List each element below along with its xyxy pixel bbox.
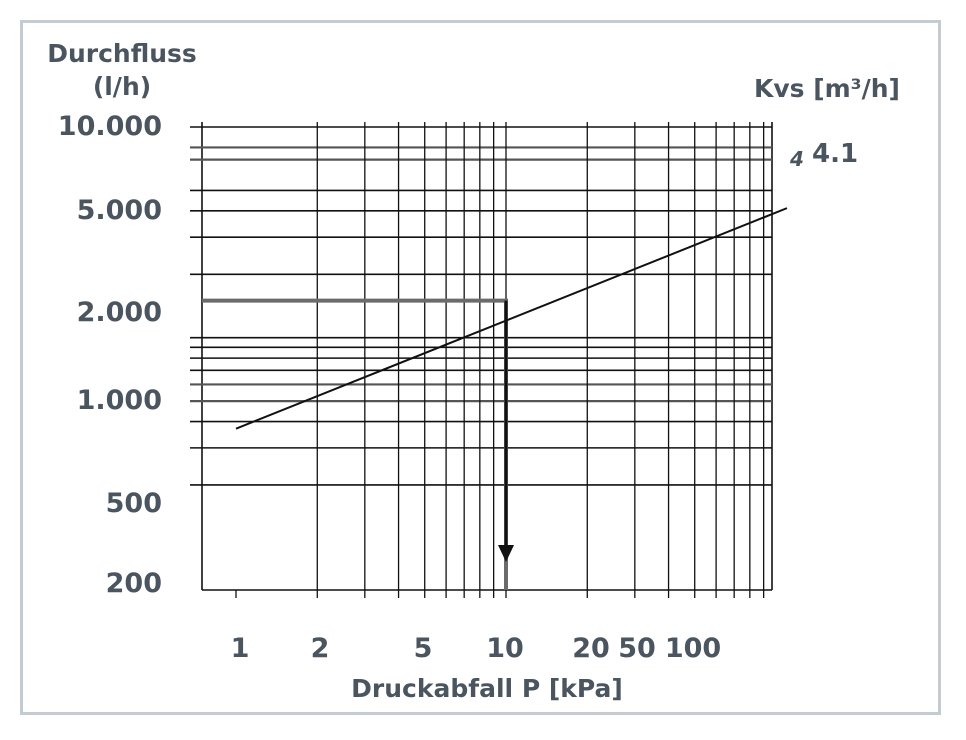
y-tick-label: 500 xyxy=(106,488,162,519)
series-line xyxy=(235,207,788,430)
y-axis-unit: (l/h) xyxy=(93,72,151,101)
grid xyxy=(190,122,773,598)
reading-example xyxy=(202,298,514,590)
y-tick-label: 2.000 xyxy=(77,297,162,328)
x-tick-label: 100 xyxy=(665,633,721,664)
reading-arrow-head xyxy=(498,545,514,562)
x-tick-label: 20 xyxy=(572,633,610,664)
x-tick-label: 50 xyxy=(618,633,656,664)
x-tick-label: 1 xyxy=(231,633,250,664)
reading-path xyxy=(202,298,508,590)
x-axis-title: Druckabfall P [kPa] xyxy=(351,674,623,703)
y-tick-label: 1.000 xyxy=(77,385,162,416)
y-axis-title: Durchfluss xyxy=(47,39,197,68)
y-tick-label: 5.000 xyxy=(77,195,162,226)
x-tick-label: 10 xyxy=(486,633,524,664)
x-tick-label: 5 xyxy=(414,633,433,664)
series-marker-label: 4 xyxy=(789,147,804,171)
series-name-label: 4.1 xyxy=(812,139,858,169)
y-tick-label: 10.000 xyxy=(58,111,162,142)
y-tick-label: 200 xyxy=(106,568,162,599)
kvs-axis-title: Kvs [m³/h] xyxy=(754,74,900,103)
x-tick-label: 2 xyxy=(311,633,330,664)
chart-frame xyxy=(20,20,941,715)
tick-labels: 10.000 5.000 2.000 1.000 500 200 1 2 5 10 20 50 100 xyxy=(58,111,721,664)
series: 4 4.1 xyxy=(235,139,858,430)
